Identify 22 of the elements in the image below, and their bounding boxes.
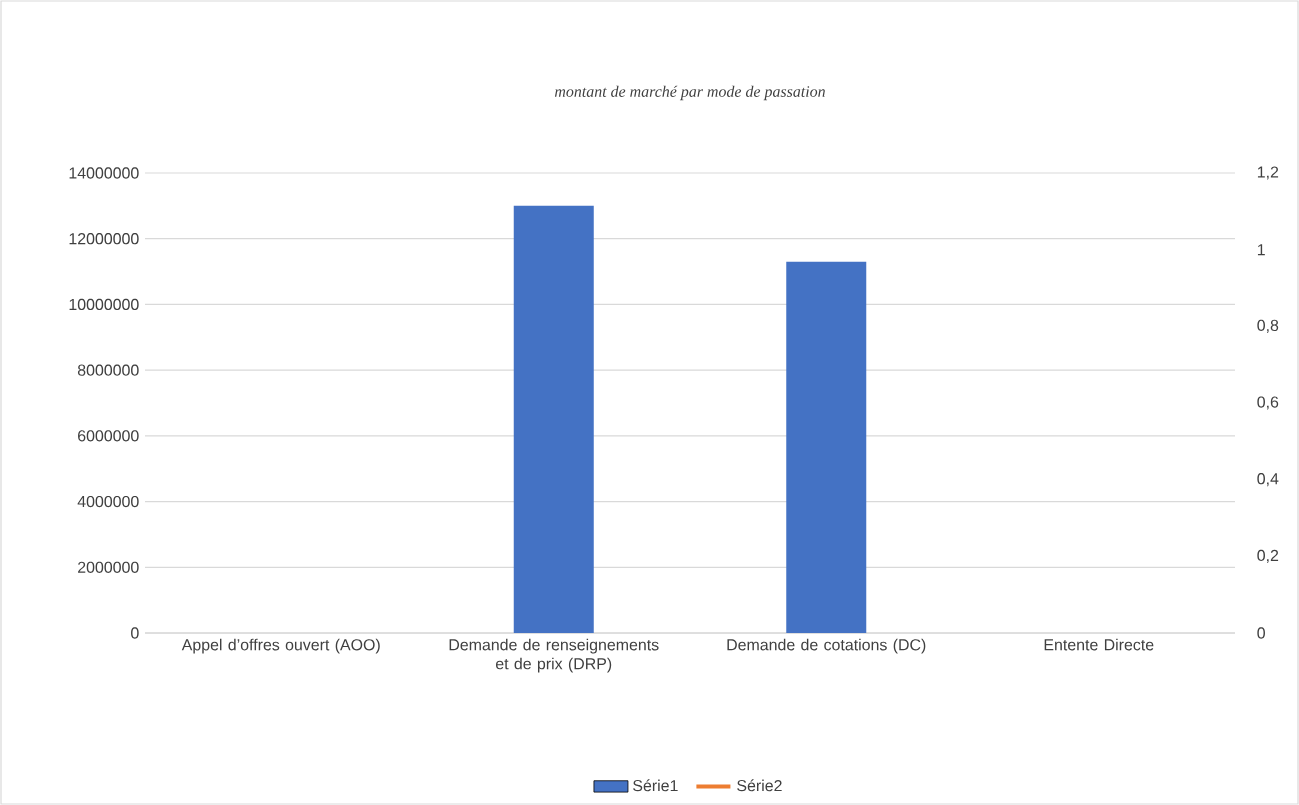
legend-label: Série1 xyxy=(633,779,678,792)
chart-title: montant de marché par mode de passation xyxy=(554,85,825,101)
y-tick-label: 2000000 xyxy=(78,561,139,573)
y2-tick-label: 0,2 xyxy=(1257,549,1279,563)
y-tick-label: 6000000 xyxy=(78,430,139,442)
y-tick-label: 12000000 xyxy=(69,233,139,245)
y2-tick-label: 1 xyxy=(1257,244,1265,256)
x-tick-label: Demande de renseignements et de prix (DRP) xyxy=(449,638,659,673)
y2-tick-label: 0,4 xyxy=(1257,473,1279,487)
y2-tick-label: 0 xyxy=(1257,627,1265,639)
y2-tick-label: 0,8 xyxy=(1257,319,1279,333)
y-tick-label: 0 xyxy=(131,627,139,639)
y-tick-label: 14000000 xyxy=(69,167,139,179)
x-tick-label: Entente Directe xyxy=(1044,638,1154,651)
x-tick-label: Appel d’offres ouvert (AOO) xyxy=(181,638,380,654)
x-tick-label: Demande de cotations (DC) xyxy=(727,638,926,654)
y-tick-label: 4000000 xyxy=(77,495,139,508)
y-tick-label: 8000000 xyxy=(77,364,139,376)
y2-tick-label: 0,6 xyxy=(1257,396,1279,410)
y-tick-label: 10000000 xyxy=(69,298,139,311)
legend-label: Série2 xyxy=(737,779,782,792)
y2-tick-label: 1,2 xyxy=(1257,166,1279,180)
